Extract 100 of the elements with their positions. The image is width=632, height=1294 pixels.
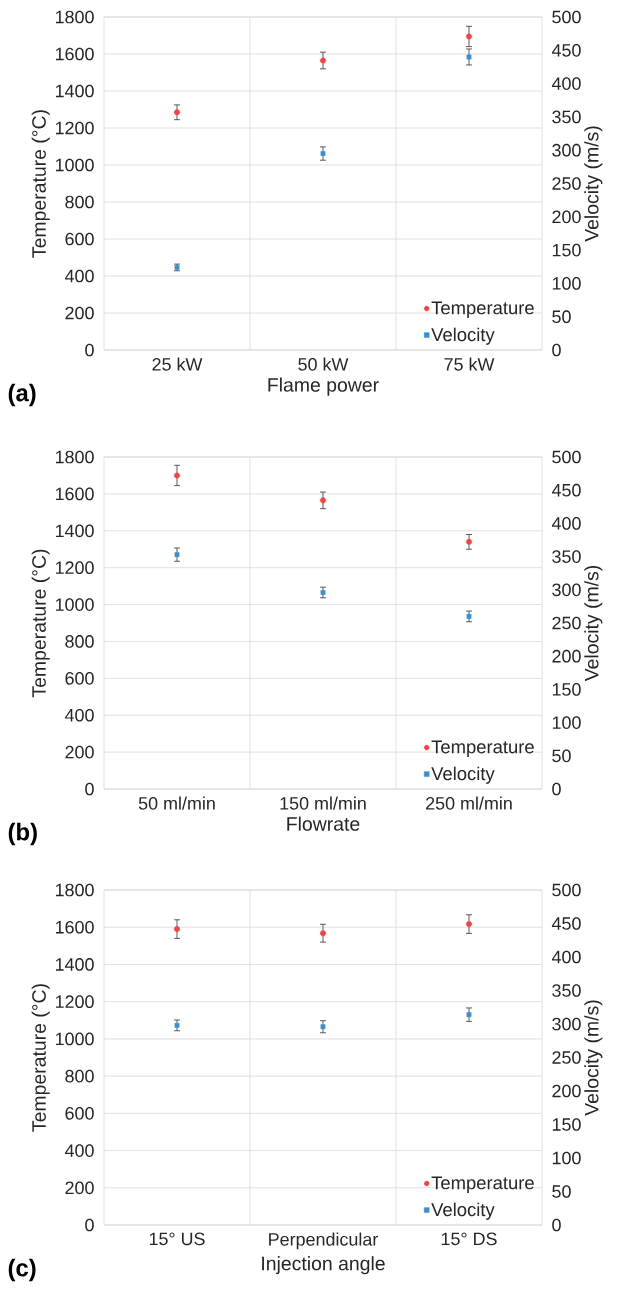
y-axis-title: Temperature (°C) <box>31 984 50 1132</box>
y2-tick-label: 250 <box>552 1051 581 1064</box>
y2-tick-label: 450 <box>551 483 581 497</box>
point <box>174 926 180 933</box>
point <box>466 1012 472 1018</box>
legend-label: Temperature <box>431 1176 534 1193</box>
y2-tick-label: 0 <box>552 343 561 357</box>
y-tick-label: 800 <box>65 195 94 209</box>
text: (a) <box>8 383 36 407</box>
y2-tick-label: 50 <box>552 749 571 763</box>
y-tick-label: 600 <box>65 232 94 246</box>
y-tick-label: 1000 <box>55 158 94 172</box>
y2-tick-label: 150 <box>552 683 581 696</box>
y-tick-label: 400 <box>64 1144 94 1157</box>
y-tick-label: 1400 <box>55 524 94 538</box>
y-tick-label: 400 <box>64 708 94 722</box>
point <box>466 538 472 545</box>
x-tick-label: 15° US <box>149 1232 205 1246</box>
y-tick-label: 1600 <box>55 920 94 934</box>
y-axis-title: Temperature (°C) <box>31 110 50 258</box>
x-axis-title: Injection angle <box>262 1256 385 1275</box>
x-tick-label: 150 ml/min <box>280 796 366 810</box>
point <box>174 472 180 479</box>
y2-tick-label: 450 <box>551 43 581 57</box>
y2-tick-label: 500 <box>552 10 581 24</box>
y-tick-label: 1400 <box>55 84 94 98</box>
y-axis-title: Temperature (°C) <box>31 549 50 698</box>
y2-tick-label: 300 <box>552 143 581 157</box>
x-tick-label: 15° DS <box>441 1232 497 1246</box>
y-tick-label: 600 <box>65 1107 94 1120</box>
y-tick-label: 1200 <box>55 995 94 1009</box>
y2-tick-label: 150 <box>552 243 581 257</box>
y2-tick-label: 400 <box>551 950 581 964</box>
point <box>466 54 472 60</box>
y2-tick-label: 400 <box>551 77 581 90</box>
point <box>320 57 326 64</box>
legend-label: Velocity <box>431 1202 495 1220</box>
y-tick-label: 1600 <box>55 47 94 61</box>
y2-tick-label: 150 <box>552 1118 581 1131</box>
y2-tick-label: 450 <box>551 917 581 930</box>
y-tick-label: 1800 <box>55 883 94 897</box>
y2-axis-title: Velocity (m/s) <box>584 1000 603 1116</box>
y-tick-label: 1800 <box>55 450 94 464</box>
y-tick-label: 1400 <box>55 958 94 971</box>
legend-label: Temperature <box>431 301 534 318</box>
y-tick-label: 1200 <box>55 121 94 135</box>
point <box>174 552 180 558</box>
y2-tick-label: 350 <box>552 110 581 124</box>
y2-tick-label: 200 <box>552 1084 581 1098</box>
y2-tick-label: 300 <box>552 583 581 597</box>
x-axis-title: Flowrate <box>287 816 360 831</box>
y2-tick-label: 500 <box>552 450 581 464</box>
y2-tick-label: 200 <box>552 210 581 224</box>
y2-tick-label: 50 <box>552 1185 571 1198</box>
point <box>320 590 326 595</box>
x-tick-label: Perpendicular <box>269 1232 378 1250</box>
y-tick-label: 200 <box>65 1181 94 1195</box>
y2-tick-label: 250 <box>552 177 581 190</box>
y2-tick-label: 400 <box>551 517 581 530</box>
y2-tick-label: 350 <box>552 984 581 997</box>
y2-tick-label: 200 <box>552 649 581 663</box>
y2-tick-label: 500 <box>552 883 581 897</box>
legend-label: Temperature <box>431 740 534 758</box>
x-tick-label: 50 ml/min <box>138 796 215 810</box>
x-tick-label: 25 kW <box>152 357 203 371</box>
y-tick-label: 0 <box>85 343 94 357</box>
text: (c) <box>8 1258 36 1282</box>
y2-tick-label: 100 <box>552 277 581 290</box>
point <box>320 151 326 156</box>
y-tick-label: 0 <box>85 1218 94 1232</box>
y2-tick-label: 100 <box>552 1151 581 1165</box>
legend-label: Velocity <box>431 327 495 345</box>
point <box>466 921 472 928</box>
point <box>320 930 326 937</box>
y2-axis-title: Velocity (m/s) <box>584 565 603 682</box>
y-tick-label: 1800 <box>55 10 94 24</box>
y-tick-label: 1600 <box>55 487 94 501</box>
y-tick-label: 800 <box>65 1069 94 1083</box>
legend-label: Velocity <box>431 766 495 784</box>
point <box>466 33 472 40</box>
y-tick-label: 200 <box>65 306 94 320</box>
y2-tick-label: 100 <box>552 716 581 729</box>
y2-tick-label: 350 <box>552 550 581 563</box>
text: (b) <box>8 822 37 846</box>
y-tick-label: 400 <box>64 269 94 283</box>
x-tick-label: 75 kW <box>444 357 495 371</box>
x-tick-label: 50 kW <box>298 357 349 371</box>
y2-tick-label: 50 <box>552 310 571 324</box>
y-tick-label: 800 <box>65 635 94 648</box>
x-axis-title: Flame power <box>268 377 379 396</box>
y2-tick-label: 300 <box>552 1017 581 1031</box>
x-tick-label: 250 ml/min <box>426 796 512 810</box>
y2-tick-label: 0 <box>552 782 561 796</box>
y-tick-label: 200 <box>65 745 94 759</box>
y2-tick-label: 250 <box>552 616 581 630</box>
point <box>320 1024 326 1030</box>
y-tick-label: 1200 <box>55 561 94 575</box>
y-tick-label: 0 <box>85 782 94 796</box>
y-tick-label: 1000 <box>55 1032 94 1046</box>
y-tick-label: 1000 <box>55 598 94 611</box>
